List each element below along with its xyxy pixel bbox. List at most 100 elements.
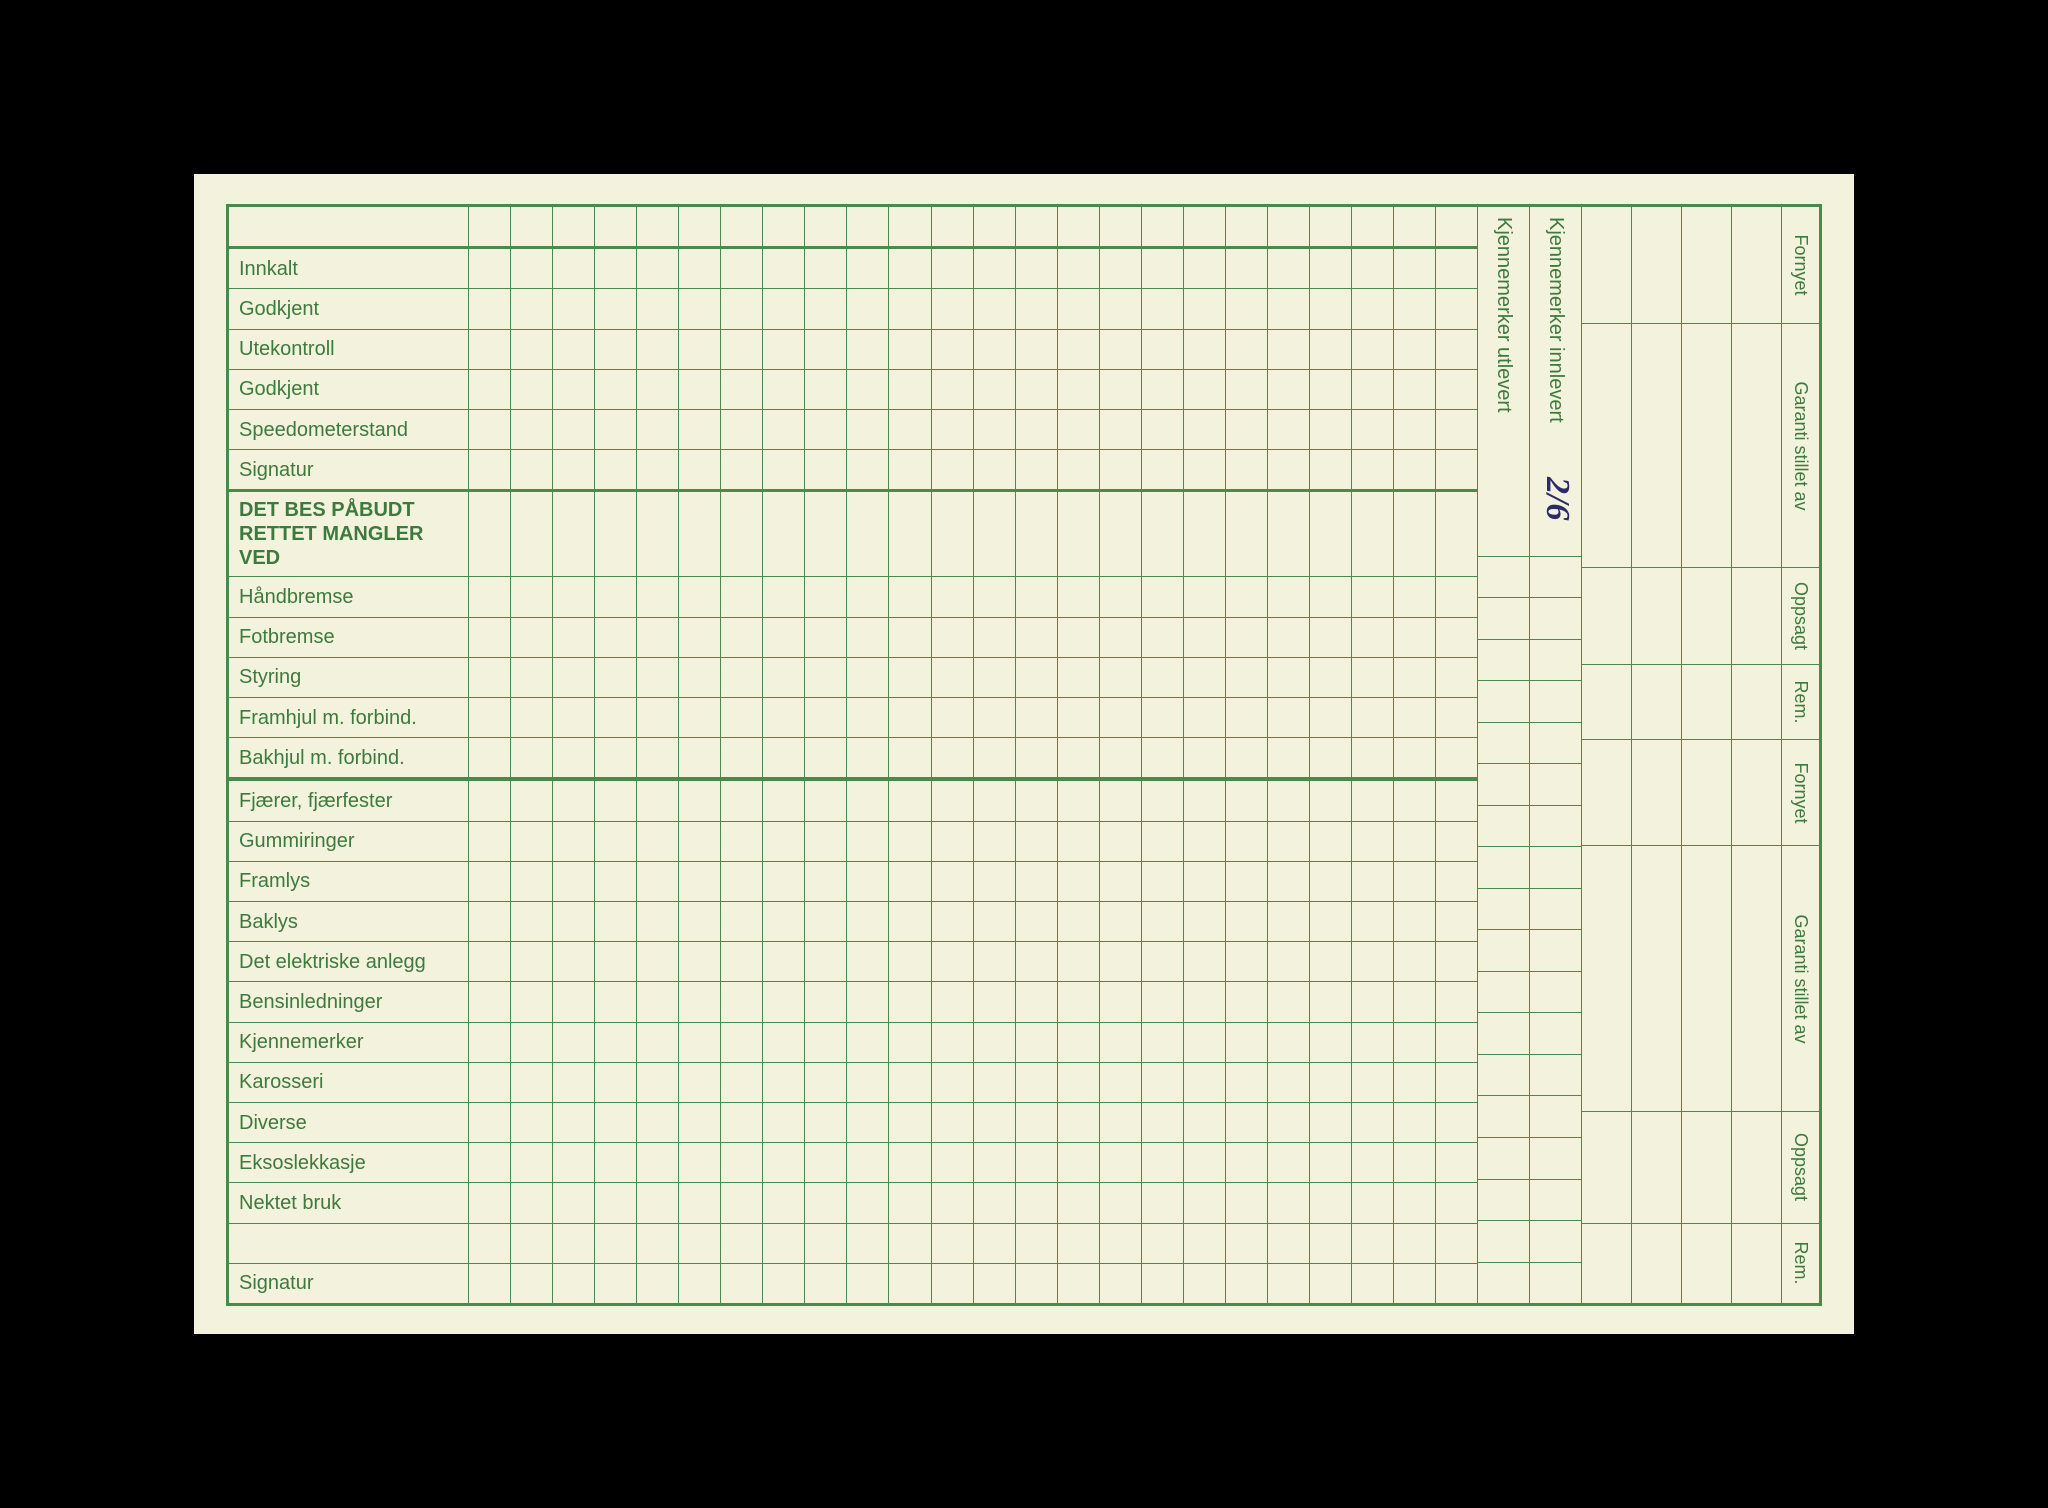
grid-cell [637, 1103, 679, 1142]
grid-cell [1394, 289, 1436, 328]
grid-cell [721, 410, 763, 449]
grid-cell [932, 370, 974, 409]
row-label: Framlys [229, 862, 469, 901]
side-label-cell: Fornyet [1782, 740, 1819, 847]
grid-cell [721, 1143, 763, 1182]
grid-cell [1184, 982, 1226, 1021]
grid-cell [1352, 1103, 1394, 1142]
grid-cell [847, 658, 889, 697]
grid-cell [511, 658, 553, 697]
grid-cell [679, 738, 721, 777]
grid-cell [469, 492, 511, 576]
grid-cell [721, 207, 763, 246]
grid-cell [553, 577, 595, 616]
grid-cell [469, 902, 511, 941]
grid-cell [1058, 982, 1100, 1021]
grid-cell [595, 781, 637, 820]
grid-cell [1100, 942, 1142, 981]
grid-cell [1016, 738, 1058, 777]
right-grid-cell [1582, 740, 1631, 847]
grid-cell [1394, 1143, 1436, 1182]
right-grid-cell [1582, 1224, 1631, 1303]
grid-cell [805, 1143, 847, 1182]
side-label: Fornyet [1790, 762, 1811, 823]
grid-cell [469, 1264, 511, 1303]
right-grid-cell [1682, 665, 1731, 740]
grid-cell [553, 1023, 595, 1062]
grid-cell [1058, 781, 1100, 820]
grid-cell [511, 781, 553, 820]
grid-cell [805, 738, 847, 777]
grid-cell [553, 781, 595, 820]
grid-cell [721, 289, 763, 328]
grid-cell [1184, 207, 1226, 246]
grid-cell [932, 1224, 974, 1263]
grid-cell [1016, 1224, 1058, 1263]
right-grid-cell [1632, 1112, 1681, 1224]
grid-cell [721, 781, 763, 820]
grid-cell [553, 618, 595, 657]
grid-cell [1394, 370, 1436, 409]
grid-cell [553, 862, 595, 901]
grid-cell [511, 249, 553, 288]
grid-cell [847, 1103, 889, 1142]
grid-cell [637, 862, 679, 901]
right-grid-cell [1732, 665, 1781, 740]
grid-cell [847, 781, 889, 820]
grid-cell [932, 410, 974, 449]
grid-cell [763, 1023, 805, 1062]
grid-cell [889, 862, 931, 901]
side-label: Oppsagt [1790, 582, 1811, 650]
grid-cell [1184, 942, 1226, 981]
grid-cell [1142, 577, 1184, 616]
grid-cell [763, 1103, 805, 1142]
grid-cell [1310, 982, 1352, 1021]
grid-cell [847, 822, 889, 861]
grid-cell [932, 450, 974, 489]
grid-cell [679, 862, 721, 901]
grid-cell [1016, 902, 1058, 941]
grid-cell [1394, 618, 1436, 657]
grid-cell [889, 1143, 931, 1182]
grid-cell [763, 330, 805, 369]
grid-cell [637, 450, 679, 489]
grid-cell [469, 982, 511, 1021]
grid-cell [805, 370, 847, 409]
grid-cell [1436, 781, 1477, 820]
grid-cell [1016, 330, 1058, 369]
grid-cell [1100, 658, 1142, 697]
grid-cell [469, 1224, 511, 1263]
grid-cell [679, 410, 721, 449]
grid-cell [1226, 902, 1268, 941]
grid-cell [1352, 207, 1394, 246]
grid-cell [679, 249, 721, 288]
row-label: Kjennemerker [229, 1023, 469, 1062]
grid-cell [595, 822, 637, 861]
grid-cell [1352, 1023, 1394, 1062]
grid-cell [511, 330, 553, 369]
grid-cell [637, 249, 679, 288]
grid-cell [553, 492, 595, 576]
grid-cell [1226, 1224, 1268, 1263]
grid-cell [595, 698, 637, 737]
right-grid-cell [1582, 1112, 1631, 1224]
grid-cell [1352, 1183, 1394, 1222]
side-label-cell: Garanti stillet av [1782, 324, 1819, 568]
grid-cell [805, 822, 847, 861]
grid-cell [1100, 1063, 1142, 1102]
outer-frame: InnkaltGodkjentUtekontrollGodkjentSpeedo… [226, 204, 1822, 1306]
grid-cell [1310, 738, 1352, 777]
grid-cell [679, 658, 721, 697]
grid-cell [1226, 492, 1268, 576]
grid-cell [721, 698, 763, 737]
grid-cell [1310, 1264, 1352, 1303]
grid-cell [1226, 618, 1268, 657]
grid-cell [1394, 942, 1436, 981]
grid-cell [679, 289, 721, 328]
grid-cell [595, 249, 637, 288]
grid-cell [1184, 1264, 1226, 1303]
grid-cell [595, 1023, 637, 1062]
grid-cell [1016, 577, 1058, 616]
grid-cell [469, 330, 511, 369]
grid-cell [721, 902, 763, 941]
